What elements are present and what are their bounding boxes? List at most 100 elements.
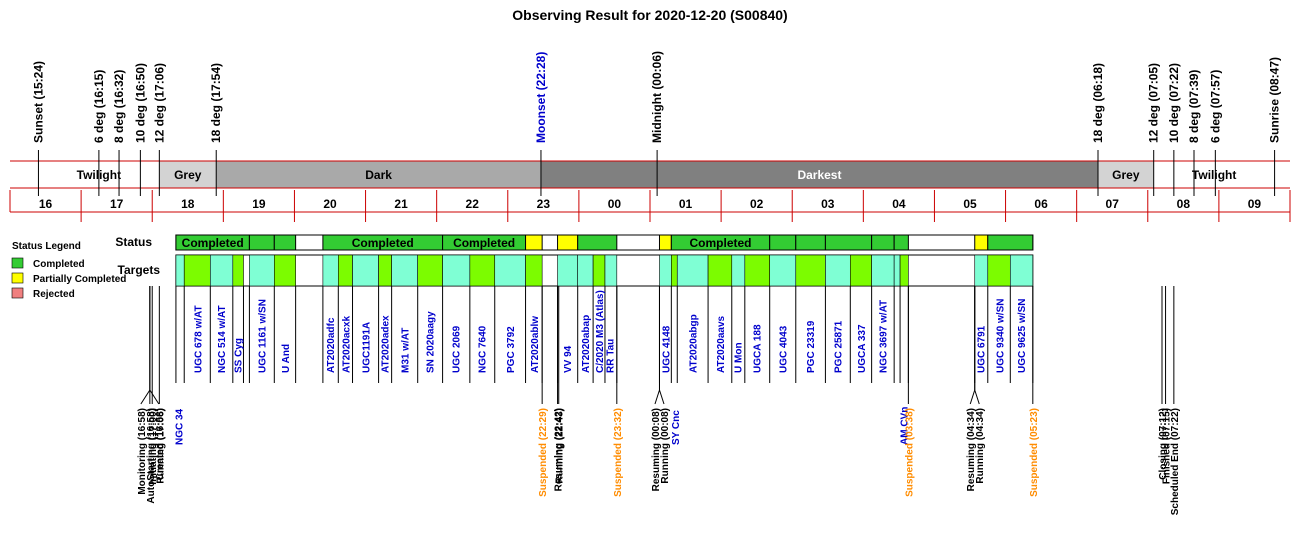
event-label-scheduled-end-07-22: Scheduled End (07:22) [1170, 408, 1181, 515]
target-bar-9 [378, 254, 392, 287]
status-bar-label-3: Completed [352, 236, 414, 250]
target-bar-22 [676, 254, 709, 287]
status-legend: Status Legend Completed Partially Complete… [11, 241, 126, 300]
event-label-resuming-22-42: Resuming (22:42) [554, 408, 565, 491]
event-label-resuming-00-08: Resuming (00:08) [651, 408, 662, 491]
target-label-ugc-9625-w-sn: UGC 9625 w/SN [1017, 299, 1028, 373]
status-bar-1 [248, 234, 275, 251]
legend-label-partially-completed: Partially Completed [33, 274, 126, 285]
event-leader-2 [149, 389, 160, 405]
sun-event-label-midnight-00-06: Midnight (00:06) [650, 51, 664, 143]
sun-event-labels: Sunset (15:24) 6 deg (16:15) 8 deg (16:32)… [31, 51, 1281, 143]
target-bar-12 [442, 254, 471, 287]
event-leader-0 [140, 389, 151, 405]
target-label-u-mon: U Mon [734, 342, 745, 373]
event-labels: Monitoring (16:58)AutoStarting (16:58)Cr… [137, 286, 1181, 515]
period-band-darkest-3 [540, 161, 1098, 188]
target-bar-5 [273, 254, 296, 287]
period-band-grey-1 [159, 161, 217, 188]
status-bar-2 [273, 234, 297, 251]
legend-swatch-rejected [11, 287, 24, 299]
target-label-ngc-7640: NGC 7640 [478, 325, 489, 373]
target-bar-29 [849, 254, 872, 287]
status-bar-12 [824, 234, 873, 251]
status-bar-7 [577, 234, 618, 251]
target-label-ugc-2069: UGC 2069 [452, 325, 463, 373]
target-label-u-and: U And [281, 344, 292, 373]
event-label-monitoring-16-58: Monitoring (16:58) [137, 408, 148, 495]
target-label-pgc-23319: PGC 23319 [806, 320, 817, 373]
sun-event-label-10-deg-16-50: 10 deg (16:50) [133, 63, 147, 143]
target-bar-6 [322, 254, 339, 287]
target-label-ugc-4043: UGC 4043 [779, 325, 790, 373]
status-bar-label-0: Completed [182, 236, 244, 250]
target-bar-24 [731, 254, 746, 287]
target-label-ugc-6791: UGC 6791 [977, 325, 988, 373]
target-bar-32 [899, 254, 909, 287]
target-label-ngc-34: NGC 34 [174, 408, 185, 445]
event-label-running-17-06: Running (17:06) [155, 408, 166, 484]
sun-event-label-8-deg-07-39: 8 deg (07:39) [1187, 70, 1201, 143]
period-label-grey-4: Grey [1112, 168, 1140, 182]
status-row: Completed Completed Completed Completed [175, 234, 1034, 251]
hour-label-01: 01 [679, 197, 693, 211]
period-band-grey-4 [1098, 161, 1154, 188]
event-leader-13 [974, 389, 980, 405]
target-bar-25 [744, 254, 771, 287]
target-bar-4 [249, 254, 275, 287]
sun-event-label-6-deg-07-57: 6 deg (07:57) [1208, 70, 1222, 143]
hour-label-20: 20 [323, 197, 337, 211]
hour-label-16: 16 [39, 197, 53, 211]
hour-label-08: 08 [1177, 197, 1191, 211]
status-bar-14 [893, 234, 909, 251]
event-leader-12 [969, 389, 976, 405]
period-bands: Twilight Grey Dark Darkest Grey Twilight [38, 161, 1275, 188]
target-bar-1 [183, 254, 211, 287]
target-bar-21 [671, 254, 678, 287]
event-leader-9 [654, 389, 660, 405]
status-bar-6 [557, 234, 579, 251]
event-label-running-00-08: Running (00:08) [660, 408, 671, 484]
target-label-at2020abgp: AT2020abgp [689, 314, 700, 373]
target-bar-14 [494, 254, 526, 287]
target-label-ss-cyg: SS Cyg [234, 338, 245, 373]
period-label-darkest-3: Darkest [797, 168, 841, 182]
target-bar-26 [769, 254, 797, 287]
hour-label-19: 19 [252, 197, 266, 211]
event-label-suspended-23-32: Suspended (23:32) [613, 408, 624, 497]
target-labels: UGC 678 w/AT NGC 514 w/AT SS Cyg UGC 1161 w… [174, 290, 1028, 445]
target-bar-7 [337, 254, 353, 287]
legend-title: Status Legend [12, 241, 81, 252]
hour-axis: 16 17 18 19 20 21 22 23 00 01 02 03 04 05 06 07 08 09 [9, 190, 1291, 222]
status-bar-10 [769, 234, 797, 251]
target-label-sy-cnc: SY Cnc [671, 410, 682, 445]
target-bar-15 [525, 254, 543, 287]
sun-event-label-12-deg-07-05: 12 deg (07:05) [1147, 63, 1161, 143]
target-label-ugc1191a: UGC1191A [362, 322, 373, 373]
sun-event-label-12-deg-17-06: 12 deg (17:06) [152, 63, 166, 143]
hour-label-09: 09 [1248, 197, 1262, 211]
targets-row [175, 254, 1034, 383]
status-row-label: Status [115, 235, 152, 249]
event-label-closing-07-12: Closing (07:12) [1158, 408, 1169, 480]
legend-label-completed: Completed [33, 259, 85, 270]
hour-label-05: 05 [963, 197, 977, 211]
event-label-initiating-17-00: Initiating (17:00) [148, 408, 159, 485]
target-bar-2 [209, 254, 234, 287]
target-label-pgc-3792: PGC 3792 [506, 326, 517, 373]
target-bar-35 [1009, 254, 1034, 287]
period-band-dark-2 [216, 161, 541, 188]
hour-label-04: 04 [892, 197, 906, 211]
target-label-ngc-514-w-at: NGC 514 w/AT [217, 305, 228, 373]
target-label-at2020abap: AT2020abap [581, 315, 592, 373]
hour-label-22: 22 [466, 197, 480, 211]
legend-swatch-partially-completed [11, 272, 24, 284]
target-label-at2020adfc: AT2020adfc [326, 317, 337, 373]
target-label-ugc-678-w-at: UGC 678 w/AT [193, 305, 204, 373]
event-label-autostarting-16-58: AutoStarting (16:58) [146, 408, 157, 504]
target-bar-3 [232, 254, 244, 287]
event-label-created-16-58: Created (16:58) [155, 408, 166, 480]
hour-label-03: 03 [821, 197, 835, 211]
